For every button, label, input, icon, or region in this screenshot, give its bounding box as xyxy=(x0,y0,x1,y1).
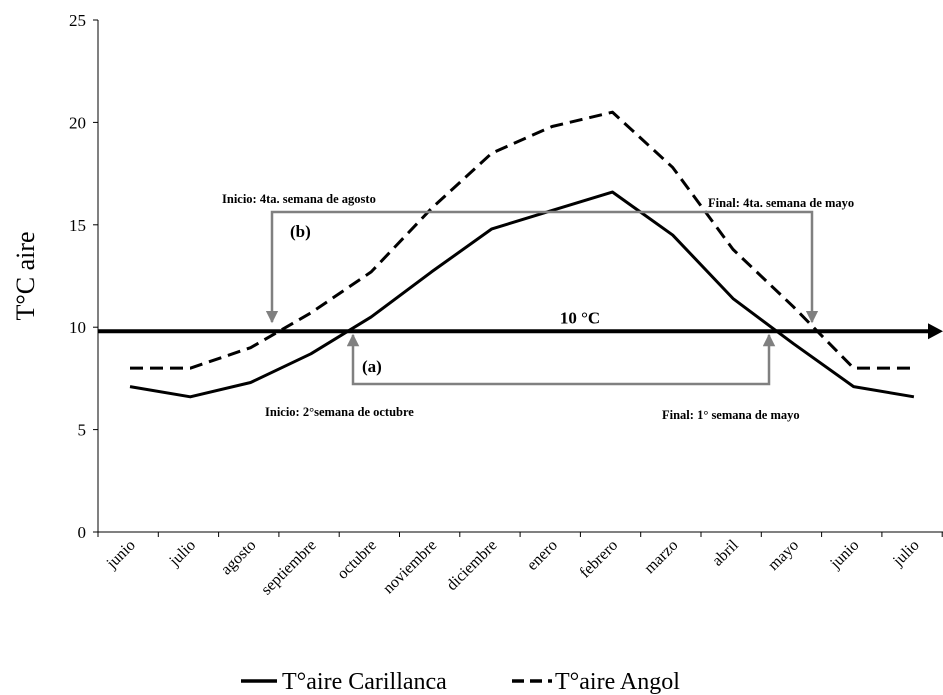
y-tick-label: 20 xyxy=(69,113,86,132)
y-ticks: 0 5 10 15 20 25 xyxy=(69,11,98,542)
x-tick-label: junio xyxy=(103,537,139,573)
x-tick-label: mayo xyxy=(765,537,802,574)
threshold-arrowhead xyxy=(928,323,943,340)
series xyxy=(129,110,915,399)
axes xyxy=(97,20,943,533)
series-line-carillanca xyxy=(129,190,915,399)
x-tick-label: diciembre xyxy=(443,537,500,594)
annotation-b-label: (b) xyxy=(290,222,311,241)
x-tick-label: noviembre xyxy=(380,537,440,597)
annotation-a-start: Inicio: 2°semana de octubre xyxy=(265,405,414,419)
legend-label-carillanca: T°aire Carillanca xyxy=(282,669,447,695)
series-line-angol xyxy=(130,110,914,370)
y-axis-label: T°C aire xyxy=(11,231,40,320)
x-tick-label: septiembre xyxy=(258,537,320,599)
y-tick-label: 25 xyxy=(69,11,86,30)
threshold: 10 °C xyxy=(98,308,943,340)
bracket-a xyxy=(346,333,776,386)
annotation-b-start: Inicio: 4ta. semana de agosto xyxy=(222,192,376,206)
x-tick-label: abril xyxy=(709,536,742,569)
annotations: (b) Inicio: 4ta. semana de agosto Final:… xyxy=(222,192,854,422)
bracket-b xyxy=(265,210,819,324)
x-tick-label: julio xyxy=(889,537,922,570)
annotation-b-end: Final: 4ta. semana de mayo xyxy=(708,196,854,210)
threshold-label: 10 °C xyxy=(560,308,600,327)
annotation-a-label: (a) xyxy=(362,357,382,376)
x-tick-label: febrero xyxy=(577,537,622,582)
y-tick-label: 15 xyxy=(69,216,86,235)
y-tick-label: 10 xyxy=(69,318,86,337)
legend: T°aire Carillanca T°aire Angol xyxy=(241,669,680,695)
x-tick-label: agosto xyxy=(218,537,260,579)
y-tick-label: 5 xyxy=(78,421,87,440)
x-tick-label: marzo xyxy=(641,537,681,577)
x-tick-label: enero xyxy=(524,537,561,574)
annotation-a-end: Final: 1° semana de mayo xyxy=(662,408,800,422)
x-tick-label: junio xyxy=(826,537,862,573)
y-tick-label: 0 xyxy=(78,523,87,542)
x-tick-label: julio xyxy=(166,537,199,570)
x-tick-label: octubre xyxy=(334,537,380,583)
legend-label-angol: T°aire Angol xyxy=(555,669,680,695)
